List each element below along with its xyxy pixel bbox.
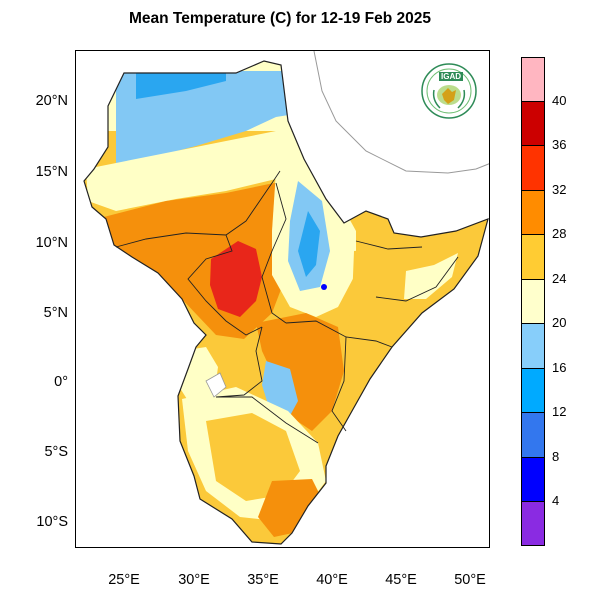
legend-label-40: 40 — [552, 93, 567, 108]
legend-box-above-40 — [522, 58, 544, 102]
lon-label-35e: 35°E — [247, 572, 279, 588]
legend-box-32-36 — [522, 146, 544, 191]
legend-box-4-8 — [522, 458, 544, 502]
legend-label-16: 16 — [552, 360, 567, 375]
color-legend — [521, 57, 545, 546]
legend-label-28: 28 — [552, 226, 567, 241]
legend-box-below-4 — [522, 502, 544, 545]
lon-label-30e: 30°E — [178, 572, 210, 588]
temperature-map — [83, 51, 489, 545]
legend-label-12: 12 — [552, 404, 567, 419]
legend-label-8: 8 — [552, 449, 560, 464]
legend-box-24-28 — [522, 235, 544, 280]
lat-label-10n: 10°N — [35, 235, 68, 251]
legend-label-32: 32 — [552, 182, 567, 197]
legend-label-20: 20 — [552, 315, 567, 330]
igad-logo-text: IGAD — [439, 72, 463, 81]
legend-box-28-32 — [522, 191, 544, 235]
igad-emblem-icon — [421, 63, 477, 119]
temperature-field — [84, 61, 488, 544]
legend-box-16-20 — [522, 324, 544, 369]
legend-label-24: 24 — [552, 271, 567, 286]
lon-label-25e: 25°E — [108, 572, 140, 588]
map-panel — [75, 50, 490, 548]
lon-label-40e: 40°E — [316, 572, 348, 588]
lat-label-10s: 10°S — [36, 514, 68, 530]
lat-label-5s: 5°S — [44, 444, 68, 460]
map-title: Mean Temperature (C) for 12-19 Feb 2025 — [128, 10, 432, 27]
legend-label-4: 4 — [552, 493, 560, 508]
country-borders — [115, 170, 459, 444]
coastline-outline — [83, 60, 489, 545]
lat-label-0: 0° — [54, 374, 68, 390]
lon-label-50e: 50°E — [454, 572, 486, 588]
legend-box-20-24 — [522, 280, 544, 324]
legend-label-36: 36 — [552, 137, 567, 152]
legend-box-8-12 — [522, 413, 544, 458]
lat-label-15n: 15°N — [35, 164, 68, 180]
legend-box-36-40 — [522, 102, 544, 146]
lon-label-45e: 45°E — [385, 572, 417, 588]
igad-logo: IGAD — [420, 62, 478, 120]
lat-label-5n: 5°N — [43, 305, 68, 321]
lat-label-20n: 20°N — [35, 93, 68, 109]
legend-box-12-16 — [522, 369, 544, 413]
